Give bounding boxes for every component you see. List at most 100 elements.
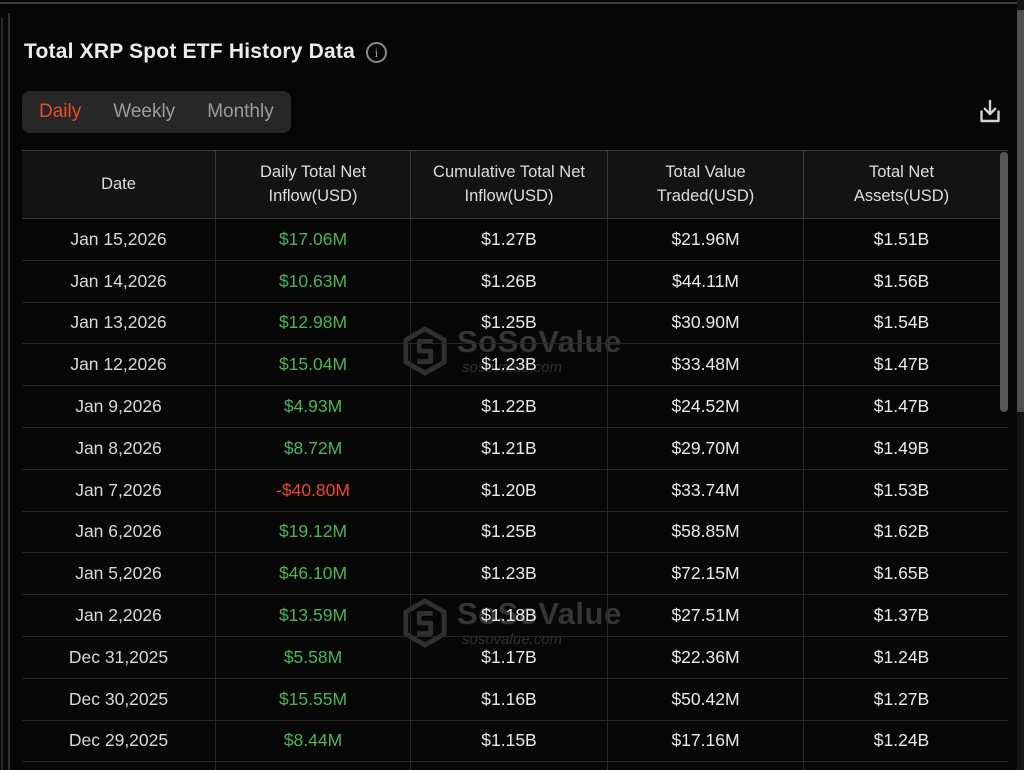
cell-net-assets: $1.24B: [803, 720, 999, 762]
cell-cumulative-net-inflow: $1.26B: [410, 260, 607, 302]
cell-daily-net-inflow: $8.44M: [215, 720, 410, 762]
cell-daily-net-inflow: $5.58M: [215, 636, 410, 678]
watermark-domain-text: sosovalue.com: [462, 358, 563, 376]
cell-net-assets: $1.49B: [803, 427, 999, 469]
cell-value-traded: $33.74M: [607, 469, 803, 511]
tab-daily[interactable]: Daily: [39, 101, 82, 122]
table-body: Jan 15,2026 $17.06M $1.27B $21.96M $1.51…: [22, 219, 1008, 763]
cell-date: Dec 31,2025: [68, 646, 169, 667]
column-header-cumulative-net-inflow: Cumulative Total Net Inflow(USD): [410, 151, 607, 218]
table-row[interactable]: Jan 9,2026 $4.93M $1.22B $24.52M $1.47B: [22, 386, 1008, 428]
cell-daily-net-inflow: $46.10M: [215, 553, 410, 595]
table-row[interactable]: Dec 31,2025 $5.58M $1.17B $22.36M $1.24B: [22, 636, 1008, 679]
window-top-border: [0, 2, 1024, 4]
table-row[interactable]: Jan 6,2026 $19.12M $1.25B $58.85M $1.62B: [22, 511, 1008, 554]
cell-cumulative-net-inflow: $1.16B: [410, 678, 607, 720]
cell-daily-net-inflow: $15.04M: [215, 344, 410, 386]
watermark-domain-text: sosovalue.com: [462, 630, 563, 648]
cell-date: Jan 9,2026: [75, 396, 162, 417]
cell-value-traded: $24.52M: [607, 386, 803, 427]
tab-weekly[interactable]: Weekly: [113, 101, 176, 122]
table-row[interactable]: Jan 14,2026 $10.63M $1.26B $44.11M $1.56…: [22, 260, 1008, 303]
cell-net-assets: $1.27B: [803, 678, 999, 720]
cell-cumulative-net-inflow: $1.23B: [410, 553, 607, 595]
cell-daily-net-inflow: $15.55M: [215, 678, 410, 720]
download-icon: [974, 96, 1006, 128]
column-header-net-assets: Total Net Assets(USD): [803, 151, 999, 218]
cell-net-assets: $1.53B: [803, 469, 999, 511]
cell-date: Dec 29,2025: [68, 730, 169, 751]
table-row-partial: [22, 762, 1008, 770]
cell-cumulative-net-inflow: $1.25B: [410, 302, 607, 344]
cell-value-traded: $50.42M: [607, 678, 803, 720]
table-row[interactable]: Jan 8,2026 $8.72M $1.21B $29.70M $1.49B: [22, 427, 1008, 470]
cell-net-assets: $1.37B: [803, 595, 999, 636]
cell-value-traded: $17.16M: [607, 720, 803, 762]
table-scrollbar-thumb[interactable]: [1000, 152, 1008, 412]
cell-date: Jan 5,2026: [75, 563, 162, 584]
cell-date: Dec 30,2025: [68, 688, 169, 709]
table-header-row: Date Daily Total Net Inflow(USD) Cumulat…: [22, 150, 1008, 219]
cell-cumulative-net-inflow: $1.20B: [410, 469, 607, 511]
cell-cumulative-net-inflow: $1.17B: [410, 636, 607, 678]
cell-net-assets: $1.47B: [803, 344, 999, 386]
cell-date: Jan 8,2026: [75, 437, 162, 458]
tab-monthly[interactable]: Monthly: [207, 101, 274, 122]
column-header-date: Date: [101, 174, 136, 193]
column-header-value-traded: Total Value Traded(USD): [607, 151, 803, 218]
table-row[interactable]: Jan 12,2026 $15.04M $1.23B $33.48M $1.47…: [22, 344, 1008, 387]
cell-value-traded: $30.90M: [607, 302, 803, 344]
cell-date: Jan 6,2026: [75, 521, 162, 542]
interval-tab-group: Daily Weekly Monthly: [22, 91, 291, 133]
card-left-border: [8, 13, 10, 770]
window-left-border: [1, 18, 3, 770]
table-row[interactable]: Jan 15,2026 $17.06M $1.27B $21.96M $1.51…: [22, 219, 1008, 261]
cell-cumulative-net-inflow: $1.23B: [410, 344, 607, 386]
cell-value-traded: $21.96M: [607, 219, 803, 260]
cell-value-traded: $22.36M: [607, 636, 803, 678]
cell-cumulative-net-inflow: $1.22B: [410, 386, 607, 427]
table-row[interactable]: Jan 13,2026 $12.98M $1.25B $30.90M $1.54…: [22, 302, 1008, 345]
cell-net-assets: $1.51B: [803, 219, 999, 260]
cell-date: Jan 13,2026: [70, 312, 167, 333]
sosovalue-cube-icon: [402, 598, 448, 653]
info-icon[interactable]: i: [365, 41, 387, 63]
table-row[interactable]: Jan 2,2026 $13.59M $1.18B $27.51M $1.37B: [22, 595, 1008, 637]
table-row[interactable]: Dec 29,2025 $8.44M $1.15B $17.16M $1.24B: [22, 720, 1008, 763]
cell-value-traded: $72.15M: [607, 553, 803, 595]
cell-value-traded: $58.85M: [607, 511, 803, 553]
cell-value-traded: $27.51M: [607, 595, 803, 636]
cell-value-traded: $44.11M: [607, 260, 803, 302]
cell-cumulative-net-inflow: $1.18B: [410, 595, 607, 636]
sosovalue-cube-icon: [402, 326, 448, 381]
title-row: Total XRP Spot ETF History Data i: [24, 40, 387, 64]
cell-daily-net-inflow: $10.63M: [215, 260, 410, 302]
table-row[interactable]: Jan 5,2026 $46.10M $1.23B $72.15M $1.65B: [22, 553, 1008, 596]
cell-net-assets: $1.56B: [803, 260, 999, 302]
download-button[interactable]: [973, 95, 1007, 129]
cell-net-assets: $1.24B: [803, 636, 999, 678]
watermark-brand-text: SoSoValue: [457, 596, 622, 631]
history-data-table: SoSoValue sosovalue.com SoSoValue sosova…: [22, 150, 1008, 770]
cell-daily-net-inflow: $12.98M: [215, 302, 410, 344]
cell-net-assets: $1.65B: [803, 553, 999, 595]
watermark: SoSoValue sosovalue.com: [402, 325, 622, 381]
cell-cumulative-net-inflow: $1.27B: [410, 219, 607, 260]
cell-daily-net-inflow: -$40.80M: [215, 469, 410, 511]
cell-value-traded: $33.48M: [607, 344, 803, 386]
cell-daily-net-inflow: $4.93M: [215, 386, 410, 427]
cell-net-assets: $1.62B: [803, 511, 999, 553]
cell-date: Jan 14,2026: [70, 270, 167, 291]
cell-date: Jan 12,2026: [70, 354, 167, 375]
table-row[interactable]: Jan 7,2026 -$40.80M $1.20B $33.74M $1.53…: [22, 469, 1008, 512]
cell-daily-net-inflow: $8.72M: [215, 427, 410, 469]
cell-date: Jan 2,2026: [75, 605, 162, 626]
window-scrollbar-thumb[interactable]: [1017, 10, 1024, 412]
table-row[interactable]: Dec 30,2025 $15.55M $1.16B $50.42M $1.27…: [22, 678, 1008, 721]
cell-cumulative-net-inflow: $1.21B: [410, 427, 607, 469]
cell-daily-net-inflow: $13.59M: [215, 595, 410, 636]
cell-daily-net-inflow: $17.06M: [215, 219, 410, 260]
watermark: SoSoValue sosovalue.com: [402, 596, 622, 653]
cell-date: Jan 7,2026: [75, 479, 162, 500]
cell-cumulative-net-inflow: $1.25B: [410, 511, 607, 553]
